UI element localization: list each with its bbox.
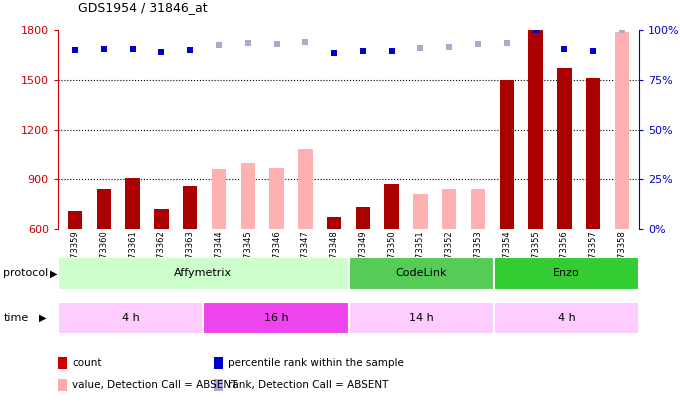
Bar <box>500 80 514 229</box>
Text: ▶: ▶ <box>50 269 57 278</box>
Bar <box>615 32 629 229</box>
Bar <box>269 168 284 229</box>
Bar <box>494 257 639 290</box>
Bar <box>348 302 494 334</box>
Bar <box>356 207 370 229</box>
Text: Affymetrix: Affymetrix <box>174 269 232 278</box>
Text: ▶: ▶ <box>39 313 46 323</box>
Bar <box>58 257 348 290</box>
Text: 14 h: 14 h <box>409 313 434 323</box>
Bar <box>203 302 348 334</box>
Text: value, Detection Call = ABSENT: value, Detection Call = ABSENT <box>72 380 237 390</box>
Bar <box>125 177 140 229</box>
Bar <box>211 169 226 229</box>
Text: percentile rank within the sample: percentile rank within the sample <box>228 358 405 368</box>
Bar <box>154 209 169 229</box>
Text: 4 h: 4 h <box>558 313 575 323</box>
Text: Enzo: Enzo <box>553 269 580 278</box>
Text: 16 h: 16 h <box>264 313 288 323</box>
Bar <box>327 217 341 229</box>
Text: 4 h: 4 h <box>122 313 139 323</box>
Bar <box>494 302 639 334</box>
Text: GDS1954 / 31846_at: GDS1954 / 31846_at <box>78 1 208 14</box>
Bar <box>97 189 111 229</box>
Text: time: time <box>3 313 29 323</box>
Text: count: count <box>72 358 101 368</box>
Bar <box>384 184 399 229</box>
Bar <box>241 163 255 229</box>
Bar <box>58 302 203 334</box>
Bar <box>413 194 428 229</box>
Text: CodeLink: CodeLink <box>396 269 447 278</box>
Bar <box>586 78 600 229</box>
Bar <box>557 68 572 229</box>
Bar <box>471 189 486 229</box>
Bar <box>298 149 313 229</box>
Text: rank, Detection Call = ABSENT: rank, Detection Call = ABSENT <box>228 380 389 390</box>
Bar <box>183 186 197 229</box>
Bar <box>528 30 543 229</box>
Bar <box>68 211 82 229</box>
Bar <box>442 189 456 229</box>
Text: protocol: protocol <box>3 269 49 278</box>
Bar <box>348 257 494 290</box>
